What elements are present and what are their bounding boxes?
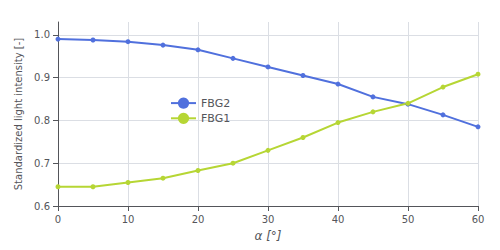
svg-text:0.9: 0.9 bbox=[34, 72, 50, 83]
svg-text:0.6: 0.6 bbox=[34, 201, 50, 212]
svg-text:40: 40 bbox=[332, 214, 345, 225]
svg-text:FBG1: FBG1 bbox=[201, 112, 230, 125]
svg-text:50: 50 bbox=[402, 214, 415, 225]
svg-text:Standardized light intensity [: Standardized light intensity [-] bbox=[13, 38, 24, 191]
svg-text:0.8: 0.8 bbox=[34, 115, 50, 126]
svg-text:α [°]: α [°] bbox=[254, 229, 281, 243]
svg-text:60: 60 bbox=[472, 214, 485, 225]
svg-text:0: 0 bbox=[55, 214, 61, 225]
svg-text:30: 30 bbox=[262, 214, 275, 225]
svg-text:1.0: 1.0 bbox=[34, 29, 50, 40]
svg-text:0.7: 0.7 bbox=[34, 158, 50, 169]
svg-text:20: 20 bbox=[192, 214, 205, 225]
svg-text:10: 10 bbox=[122, 214, 135, 225]
svg-text:FBG2: FBG2 bbox=[201, 97, 230, 110]
